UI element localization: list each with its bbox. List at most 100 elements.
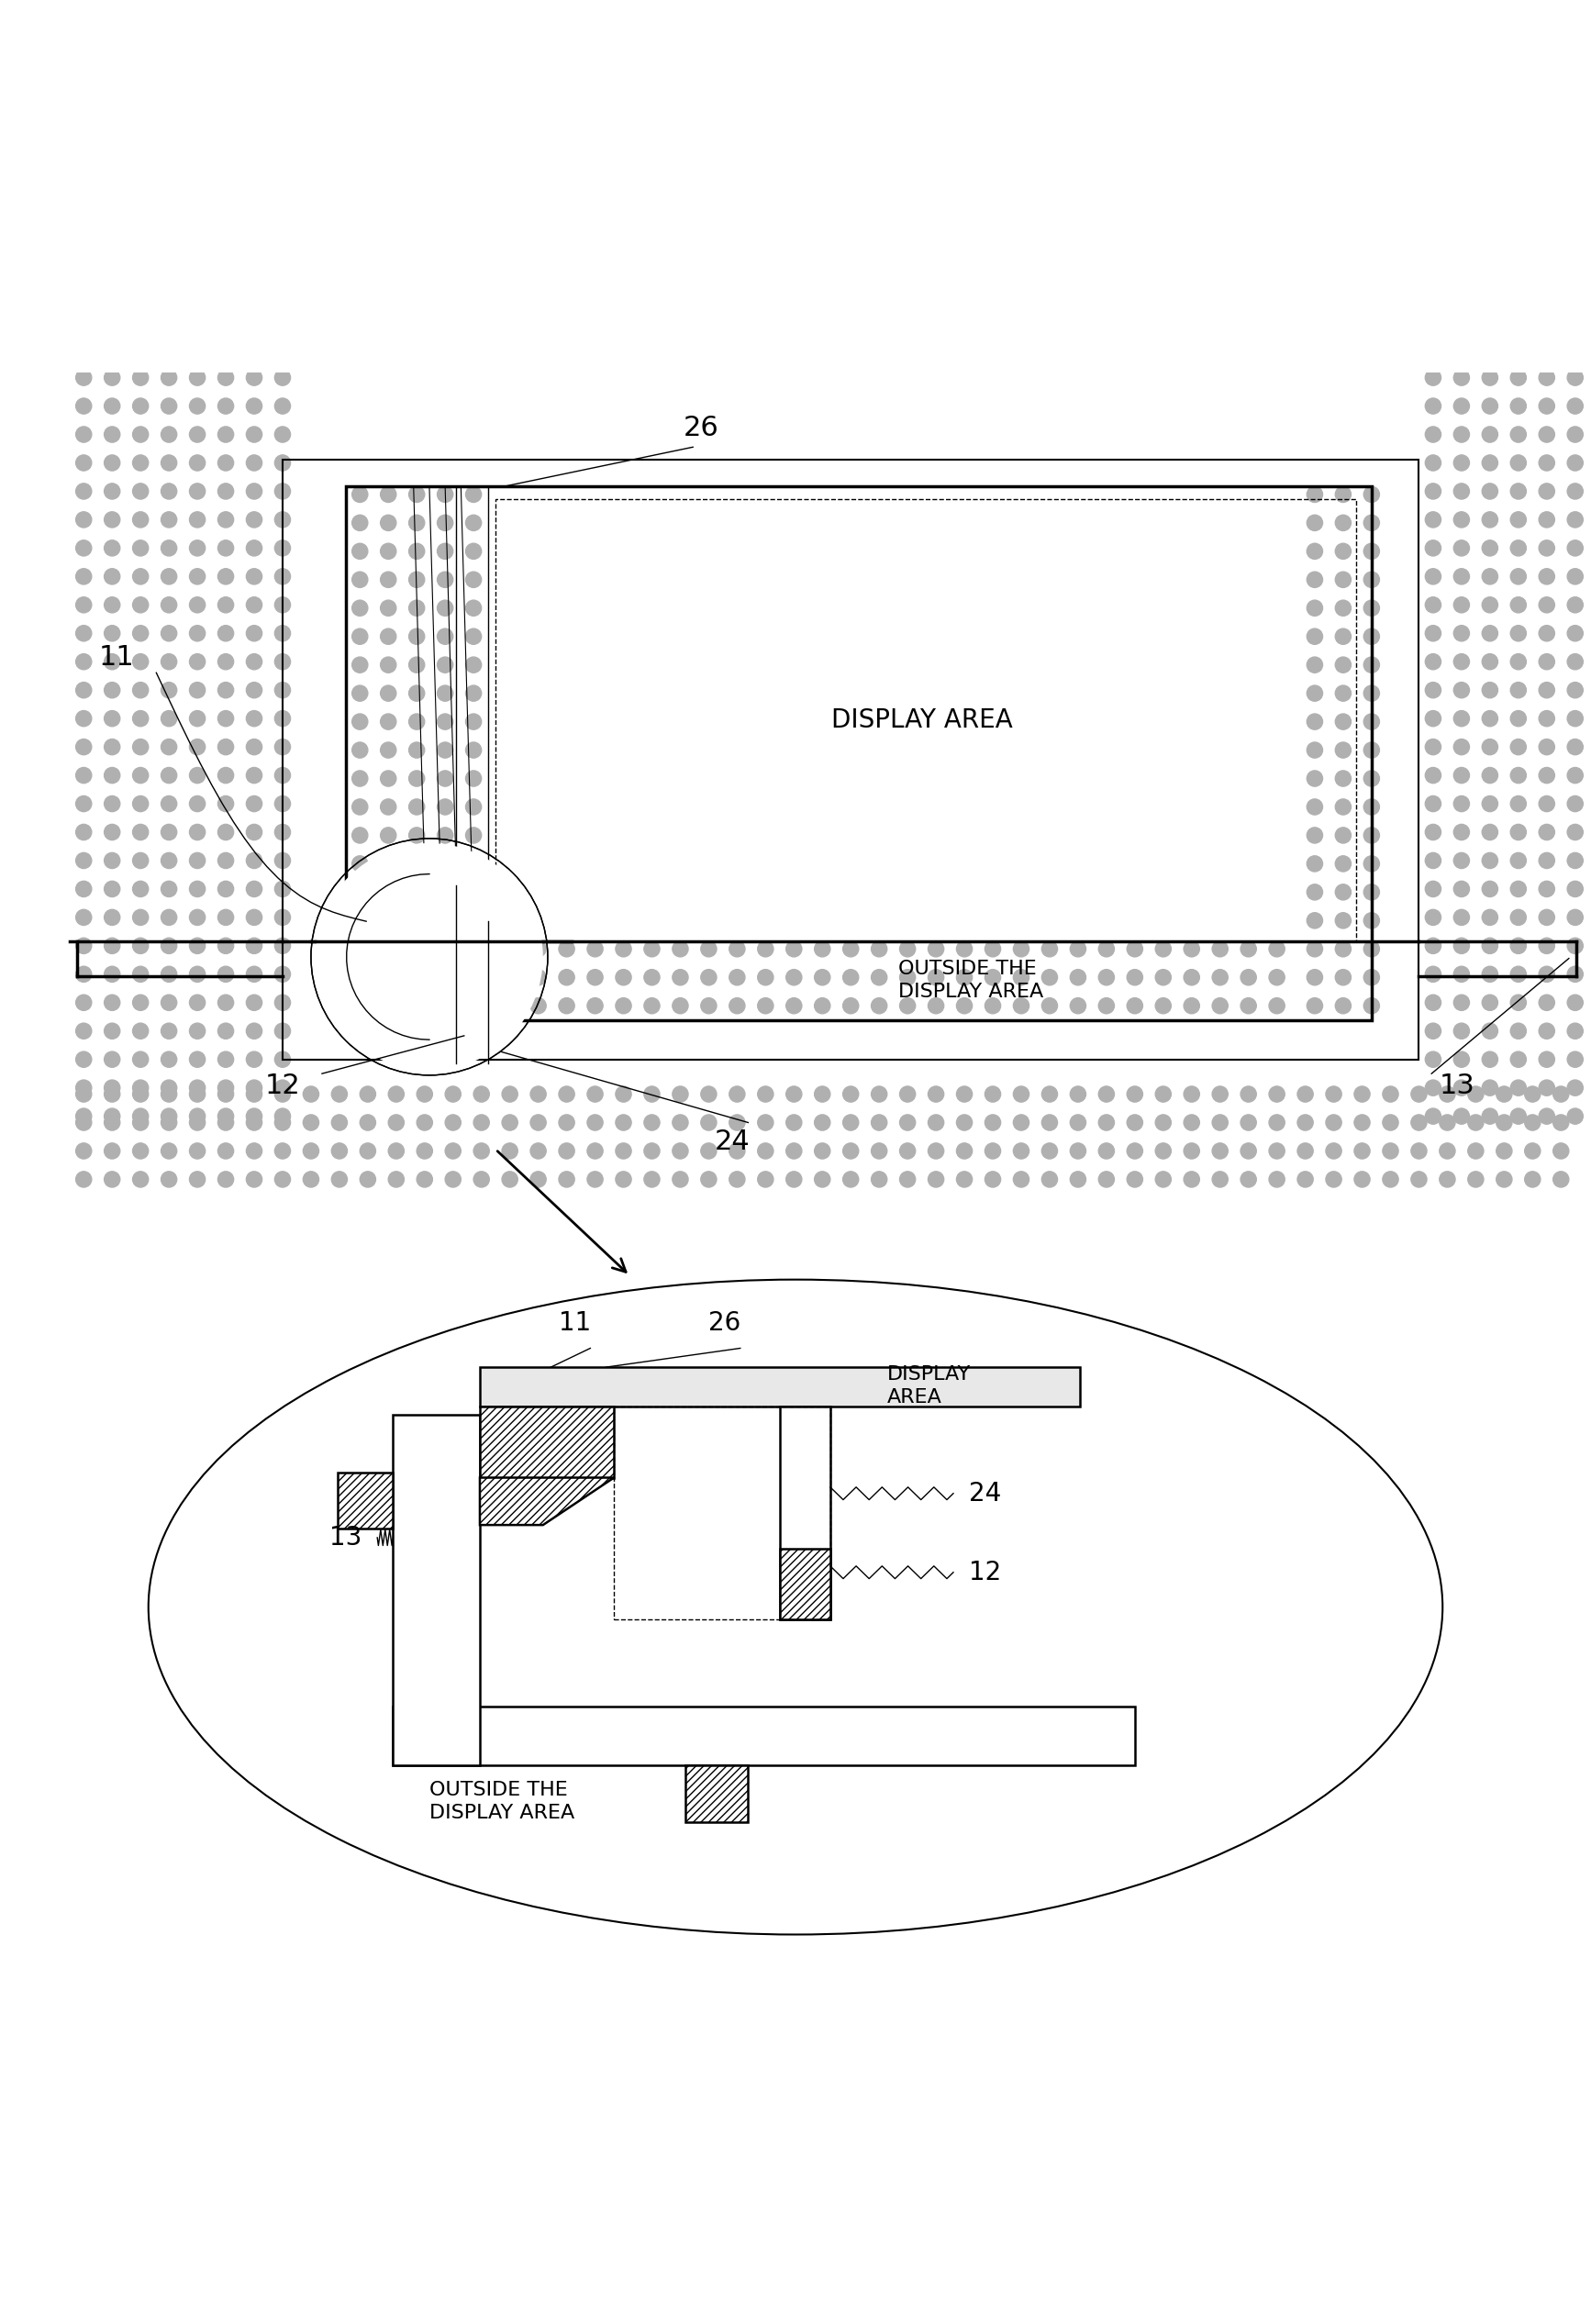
Circle shape [956,1143,972,1160]
Circle shape [409,627,425,644]
Circle shape [76,397,92,414]
Circle shape [438,913,453,927]
Circle shape [352,713,368,730]
Circle shape [275,1050,291,1067]
Circle shape [1553,1171,1569,1188]
Circle shape [438,969,453,985]
Circle shape [1126,969,1142,985]
Circle shape [1306,827,1322,844]
Circle shape [161,483,177,500]
Circle shape [700,941,716,957]
Circle shape [700,969,716,985]
Circle shape [1270,1171,1286,1188]
Circle shape [1363,883,1379,899]
Circle shape [76,853,92,869]
Circle shape [928,997,943,1013]
Circle shape [1538,511,1554,528]
Circle shape [587,997,603,1013]
Circle shape [275,683,291,697]
Circle shape [1510,939,1526,953]
Circle shape [587,969,603,985]
Circle shape [1212,941,1228,957]
Circle shape [132,1109,148,1125]
Circle shape [1306,627,1322,644]
Circle shape [105,711,119,727]
Circle shape [105,795,119,811]
Circle shape [189,939,205,953]
Circle shape [757,997,773,1013]
Circle shape [1483,539,1497,555]
Circle shape [1042,997,1058,1013]
Circle shape [218,909,234,925]
Circle shape [616,941,632,957]
Circle shape [76,683,92,697]
Circle shape [409,544,425,560]
Circle shape [247,569,263,583]
Circle shape [700,1085,716,1102]
Circle shape [105,881,119,897]
Circle shape [1126,997,1142,1013]
Circle shape [786,1143,802,1160]
Circle shape [218,456,234,472]
Circle shape [1538,370,1554,386]
Circle shape [1013,1116,1029,1129]
Circle shape [218,1023,234,1039]
Circle shape [105,683,119,697]
Circle shape [360,1085,375,1102]
Circle shape [1363,686,1379,702]
Circle shape [1335,741,1351,758]
Circle shape [247,967,263,983]
Circle shape [105,597,119,614]
Circle shape [161,1171,177,1188]
Circle shape [1126,1116,1142,1129]
Circle shape [843,1143,859,1160]
Circle shape [380,627,396,644]
Circle shape [132,342,148,358]
Circle shape [105,397,119,414]
Bar [480,1367,1080,1406]
Circle shape [587,941,603,957]
Circle shape [189,653,205,669]
Circle shape [132,711,148,727]
Circle shape [105,1143,119,1160]
Circle shape [1098,1143,1114,1160]
Circle shape [1155,1171,1171,1188]
Circle shape [1567,428,1583,442]
Circle shape [218,1081,234,1095]
Circle shape [1510,539,1526,555]
Circle shape [530,1171,546,1188]
Circle shape [985,969,1001,985]
Circle shape [1306,486,1322,502]
Circle shape [218,1143,234,1160]
Circle shape [218,625,234,641]
Circle shape [700,1171,716,1188]
Circle shape [1483,767,1497,783]
Circle shape [409,486,425,502]
Circle shape [189,995,205,1011]
Circle shape [466,827,482,844]
Circle shape [105,739,119,755]
Circle shape [985,1171,1001,1188]
Circle shape [302,1116,318,1129]
Circle shape [1538,739,1554,755]
Circle shape [1426,569,1441,583]
Circle shape [872,1171,888,1188]
Circle shape [616,1085,632,1102]
Circle shape [1363,799,1379,816]
Circle shape [1098,1116,1114,1129]
Circle shape [438,600,453,616]
Circle shape [1335,883,1351,899]
Bar [337,1473,393,1529]
Circle shape [1306,658,1322,672]
Circle shape [1454,539,1470,555]
Circle shape [352,486,368,502]
Circle shape [1363,969,1379,985]
Circle shape [352,855,368,872]
Circle shape [1071,969,1087,985]
Circle shape [1454,483,1470,500]
Bar [393,1706,1134,1764]
Circle shape [1510,342,1526,358]
Circle shape [161,881,177,897]
Circle shape [1426,428,1441,442]
Bar [283,460,1419,1060]
